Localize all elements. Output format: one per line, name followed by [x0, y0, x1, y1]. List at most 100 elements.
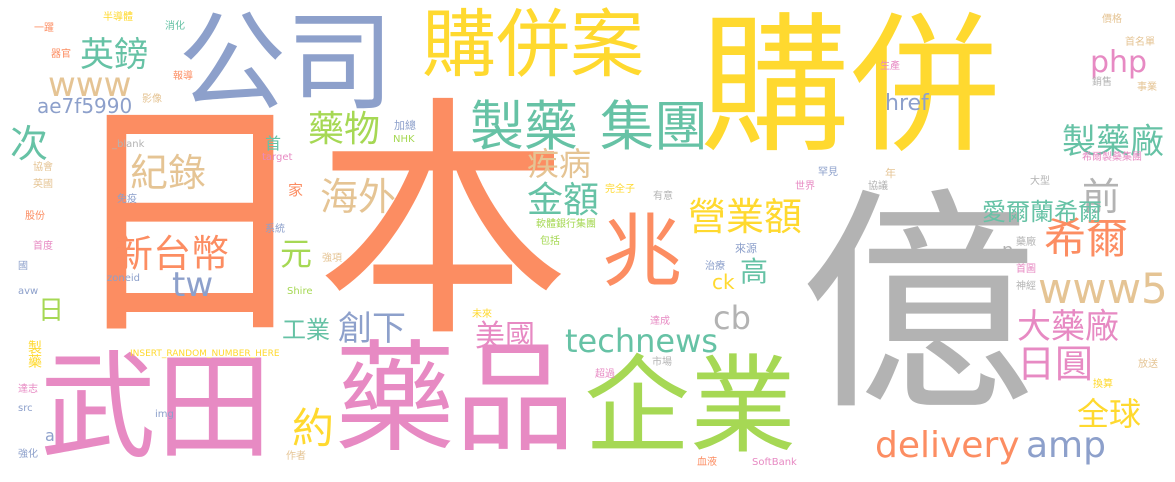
word-n: n [1002, 240, 1014, 261]
word-tw: tw [172, 265, 214, 305]
word-強化: 強化 [18, 449, 38, 460]
word-Shire: Shire [287, 286, 313, 297]
word-完全子: 完全子 [605, 184, 635, 195]
word-href: href [885, 91, 929, 116]
word-報導: 報導 [173, 71, 193, 82]
word-企業: 企業 [584, 345, 796, 468]
word-www5: www5 [1038, 264, 1168, 313]
word-市場: 市場 [652, 357, 672, 368]
word-創下: 創下 [338, 309, 406, 349]
word-a: a [45, 426, 55, 445]
word-英鎊: 英鎊 [80, 35, 148, 75]
word-元: 元 [280, 235, 313, 273]
word-武田: 武田 [40, 340, 272, 475]
word-超過: 超過 [595, 369, 615, 380]
word-器官: 器官 [51, 49, 71, 60]
word-協會: 協會 [33, 162, 53, 173]
word-免疫: 免疫 [117, 194, 137, 205]
word-兆: 兆 [602, 205, 682, 298]
word-src: src [18, 403, 33, 414]
word-次: 次 [10, 122, 49, 166]
word-製藥廠: 製藥廠 [1062, 122, 1164, 162]
word-藥品: 藥品 [335, 330, 575, 469]
word-協議: 協議 [868, 181, 888, 192]
word-首: 首 [265, 134, 282, 153]
word-購併: 購併 [700, 0, 1001, 174]
word-罕見: 罕見 [818, 167, 838, 178]
word-ck: ck [712, 270, 735, 294]
word-SoftBank: SoftBank [752, 457, 797, 468]
word-www: www [48, 65, 132, 105]
word-delivery: delivery [875, 425, 1020, 466]
word-img: img [155, 409, 174, 420]
word-美國: 美國 [475, 319, 535, 354]
word-海外: 海外 [320, 175, 397, 219]
word-億: 億 [800, 168, 1037, 443]
word-事業: 事業 [1137, 82, 1157, 93]
word-年: 年 [885, 167, 896, 180]
word-金額: 金額 [527, 180, 600, 221]
word-家: 家 [288, 181, 304, 199]
word-達成: 達成 [650, 316, 670, 327]
word-股份: 股份 [25, 211, 45, 222]
word-製藥-small: 製藥 [26, 340, 42, 368]
word-影像: 影像 [142, 94, 162, 105]
word-購併案: 購併案 [422, 2, 644, 88]
word-日: 日 [38, 296, 65, 326]
word-全球: 全球 [1077, 395, 1142, 433]
word-一躍: 一躍 [34, 23, 54, 34]
word-神經: 神經 [1016, 281, 1036, 292]
word-生產: 生產 [880, 61, 900, 72]
word-價格: 價格 [1102, 14, 1122, 25]
word-愛爾蘭希爾: 愛爾蘭希爾 [982, 198, 1102, 226]
word-前: 前 [1082, 175, 1121, 219]
word-製藥: 製藥 [470, 95, 578, 158]
word-達志: 達志 [18, 384, 38, 395]
word-大藥廠: 大藥廠 [1017, 307, 1119, 347]
word-amp: amp [1026, 425, 1106, 466]
word-包括: 包括 [540, 236, 560, 247]
word-疾病: 疾病 [527, 145, 592, 183]
word-NHK: NHK [393, 134, 415, 145]
word-ae7f5990: ae7f5990 [37, 94, 133, 118]
word-放送: 放送 [1138, 359, 1158, 370]
word-首圖: 首圖 [1016, 264, 1036, 275]
word-php: php [1090, 45, 1148, 80]
word-希爾製藥集團: 希爾製藥集團 [1082, 152, 1142, 163]
word-集團: 集團 [600, 95, 708, 158]
word-工業: 工業 [282, 316, 330, 344]
word-強項: 強項 [322, 253, 342, 264]
word-公司: 公司 [178, 1, 395, 126]
word-半導體: 半導體 [103, 12, 133, 23]
word-avw: avw [18, 286, 39, 297]
word-新台幣: 新台幣 [115, 232, 230, 276]
word-高: 高 [740, 255, 769, 288]
word-zoneid: zoneid [107, 273, 140, 284]
word-日本: 日本 [62, 75, 570, 371]
word-cb: cb [713, 299, 751, 337]
word-首度: 首度 [33, 241, 53, 252]
word-INSERT_RANDOM_NUMBER_HERE: INSERT_RANDOM_NUMBER_HERE [130, 349, 280, 359]
word-大型: 大型 [1030, 176, 1050, 187]
word-日圓: 日圓 [1017, 342, 1094, 386]
word-銷售: 銷售 [1092, 77, 1112, 88]
word-未來: 未來 [472, 309, 492, 320]
word-來源: 來源 [735, 242, 757, 255]
word-technews: technews [565, 322, 718, 360]
word-target: target [262, 152, 293, 163]
word-作者: 作者 [286, 451, 306, 462]
word-約: 約 [292, 404, 335, 453]
word-國: 國 [18, 261, 28, 272]
word-紀錄: 紀錄 [130, 151, 207, 195]
word-藥物: 藥物 [308, 109, 381, 150]
word-_blank: _blank [112, 139, 145, 150]
word-系統: 系統 [265, 224, 285, 235]
word-消化: 消化 [165, 21, 185, 32]
word-換算: 換算 [1093, 379, 1113, 390]
word-加總: 加總 [394, 119, 416, 132]
word-希爾: 希爾 [1044, 214, 1129, 263]
word-治療: 治療 [705, 261, 725, 272]
word-藥廠: 藥廠 [1016, 237, 1036, 248]
word-世界: 世界 [795, 181, 815, 192]
